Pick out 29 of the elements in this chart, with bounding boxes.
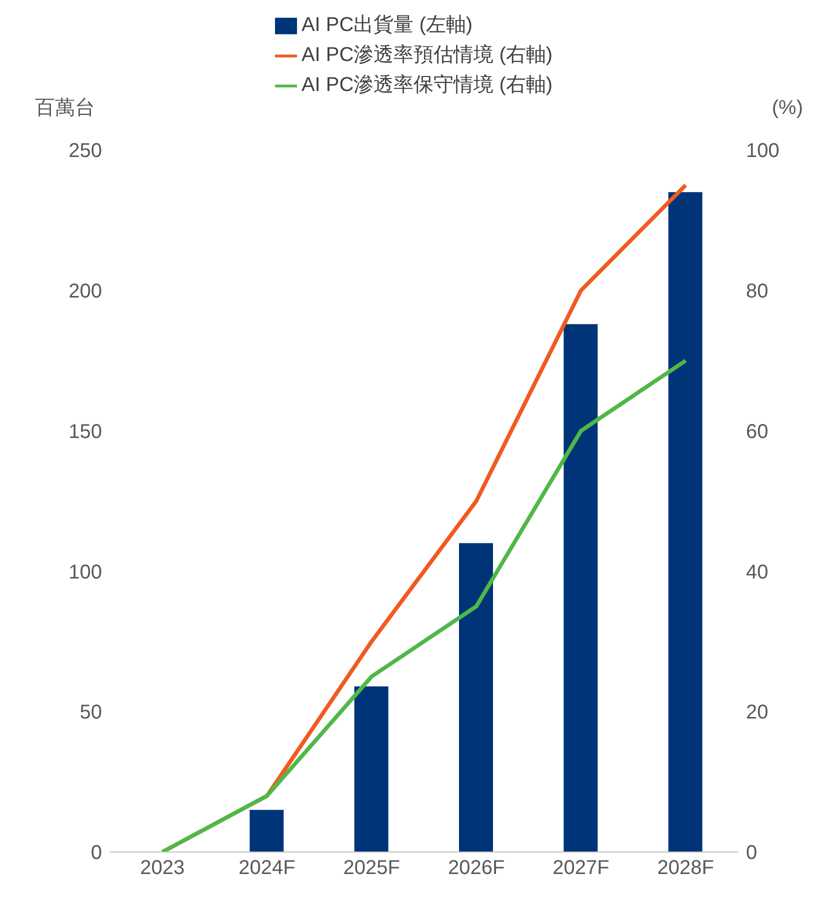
x-tick-label: 2025F bbox=[343, 857, 400, 880]
bar bbox=[250, 810, 284, 852]
bar bbox=[564, 324, 598, 852]
y2-tick-label: 0 bbox=[746, 842, 758, 864]
bar bbox=[459, 543, 493, 852]
y2-tick-label: 80 bbox=[746, 280, 768, 302]
bar bbox=[668, 192, 702, 852]
y2-tick-label: 60 bbox=[746, 420, 768, 443]
y-tick-label: 150 bbox=[68, 420, 102, 443]
y-tick-label: 0 bbox=[90, 842, 102, 864]
legend-label: AI PC滲透率保守情境 (右軸) bbox=[301, 74, 553, 96]
y2-tick-label: 20 bbox=[746, 702, 768, 724]
y-tick-label: 50 bbox=[80, 702, 102, 724]
x-tick-label: 2028F bbox=[657, 857, 714, 880]
x-tick-label: 2024F bbox=[238, 857, 296, 880]
y2-tick-label: 100 bbox=[746, 140, 780, 162]
y2-tick-label: 40 bbox=[746, 561, 768, 584]
y-tick-label: 100 bbox=[68, 561, 102, 584]
y-tick-label: 250 bbox=[68, 140, 102, 162]
x-tick-label: 2026F bbox=[448, 857, 505, 880]
legend-label: AI PC滲透率預估情境 (右軸) bbox=[301, 44, 553, 66]
x-tick-label: 2027F bbox=[552, 857, 610, 880]
x-tick-label: 2023 bbox=[140, 857, 185, 880]
y-axis-title: 百萬台 bbox=[35, 97, 95, 120]
legend-label: AI PC出貨量 (左軸) bbox=[301, 14, 473, 36]
y2-axis-title: (%) bbox=[772, 97, 803, 120]
bar bbox=[354, 686, 388, 852]
y-tick-label: 200 bbox=[68, 280, 102, 302]
line-series bbox=[160, 358, 688, 852]
